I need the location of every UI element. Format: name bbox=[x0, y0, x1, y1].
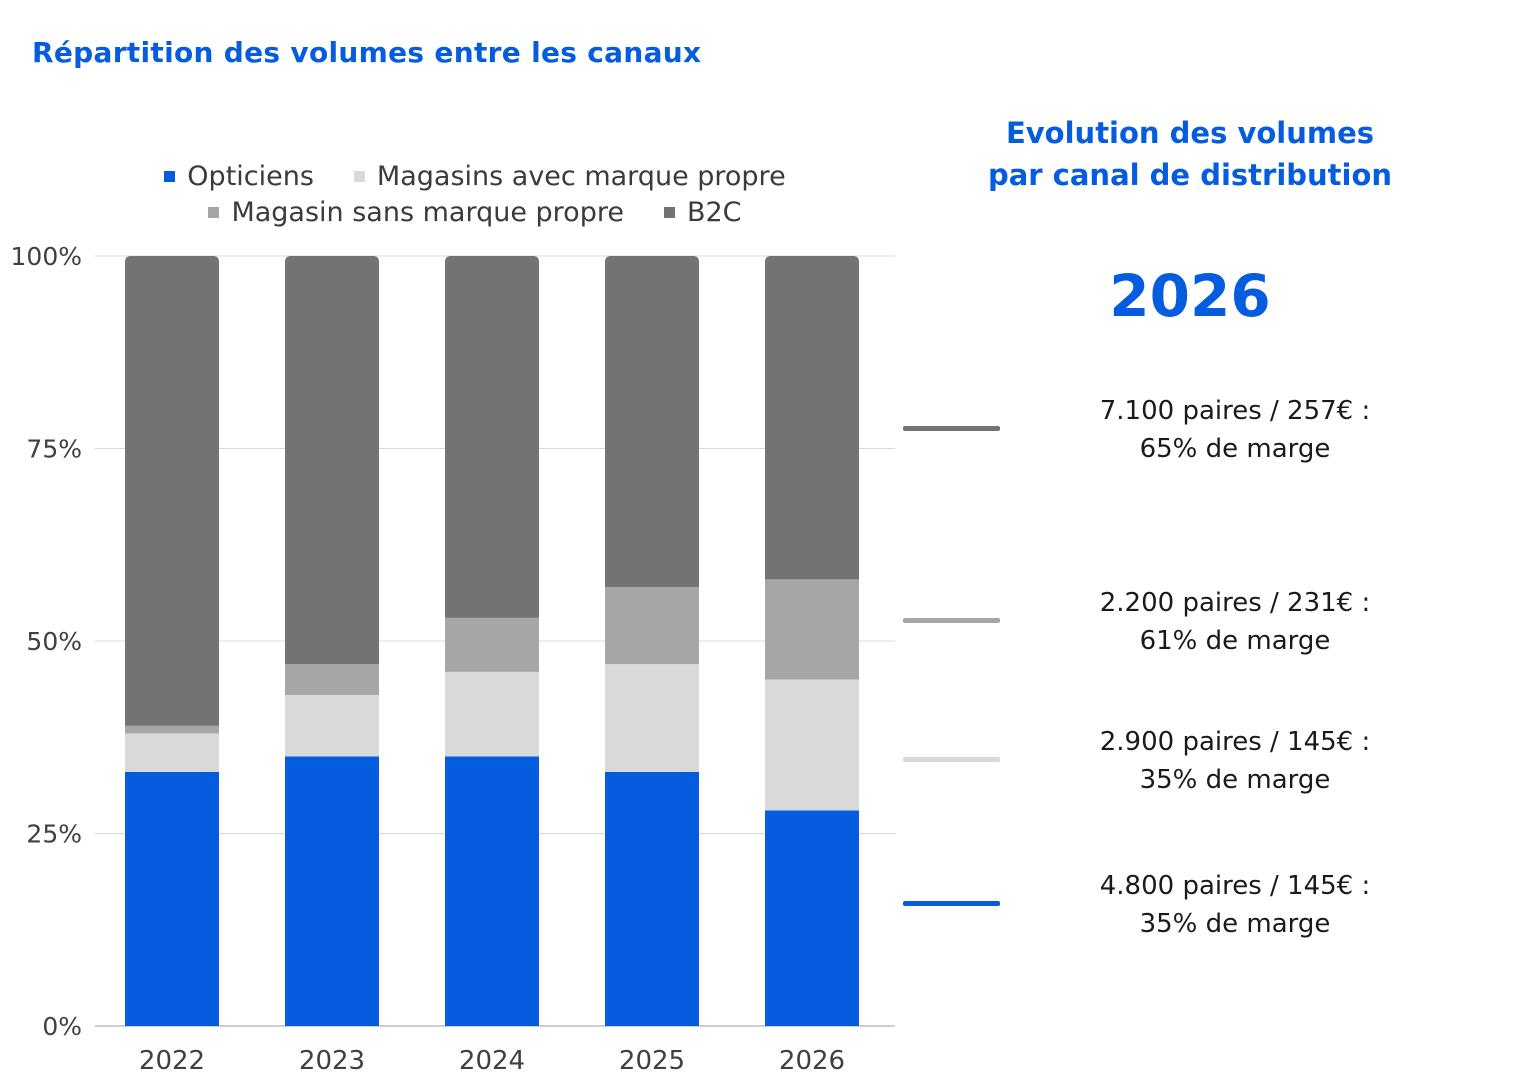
summary-magasin-sans-marque-line2: 61% de marge bbox=[1139, 626, 1331, 656]
bar-segment bbox=[285, 694, 379, 757]
bar-segment bbox=[125, 256, 219, 726]
legend-label-magasins-avec-marque: Magasins avec marque propre bbox=[376, 160, 786, 192]
summary-magasins-avec-marque-line2: 35% de marge bbox=[1139, 765, 1331, 795]
chart-legend: Opticiens Magasins avec marque propre Ma… bbox=[0, 158, 950, 230]
stacked-bar-chart: 0% 25% 50% 75% 100% 2022 2023 2024 2025 2026 bbox=[11, 242, 895, 1076]
summary-opticiens-line2: 35% de marge bbox=[1139, 909, 1331, 939]
legend-label-b2c: B2C bbox=[686, 196, 742, 228]
side-panel-title: Evolution des volumes par canal de distr… bbox=[940, 112, 1440, 196]
x-tick-label: 2026 bbox=[779, 1046, 845, 1076]
legend-label-opticiens: Opticiens bbox=[187, 160, 314, 192]
side-panel-title-line2: par canal de distribution bbox=[987, 158, 1393, 192]
bar-segment bbox=[285, 256, 379, 665]
legend-label-magasin-sans-marque: Magasin sans marque propre bbox=[231, 196, 624, 228]
page-title: Répartition des volumes entre les canaux bbox=[32, 36, 702, 69]
bar-segment bbox=[765, 256, 859, 580]
bar-segment bbox=[765, 810, 859, 1026]
y-tick-label: 50% bbox=[26, 627, 82, 656]
bar-segment bbox=[445, 617, 539, 672]
x-tick-label: 2023 bbox=[299, 1046, 365, 1076]
bar-segment bbox=[605, 587, 699, 665]
bar-segment bbox=[285, 756, 379, 1026]
summary-line-magasin-sans-marque bbox=[903, 618, 1000, 623]
summary-b2c-line1: 7.100 paires / 257€ : bbox=[1099, 396, 1371, 426]
summary-text-magasin-sans-marque: 2.200 paires / 231€ : 61% de marge bbox=[1030, 584, 1440, 660]
bar-segment bbox=[125, 733, 219, 772]
bar-segment bbox=[605, 664, 699, 772]
y-tick-label: 100% bbox=[11, 242, 82, 271]
bar-segment bbox=[605, 771, 699, 1026]
x-tick-label: 2025 bbox=[619, 1046, 685, 1076]
legend-swatch-b2c bbox=[663, 206, 675, 218]
legend-item-magasins-avec-marque: Magasins avec marque propre bbox=[353, 160, 786, 192]
summary-magasin-sans-marque-line1: 2.200 paires / 231€ : bbox=[1099, 588, 1371, 618]
y-tick-label: 25% bbox=[26, 820, 82, 849]
summary-magasins-avec-marque-line1: 2.900 paires / 145€ : bbox=[1099, 727, 1371, 757]
x-tick-label: 2024 bbox=[459, 1046, 525, 1076]
summary-text-b2c: 7.100 paires / 257€ : 65% de marge bbox=[1030, 392, 1440, 468]
summary-line-b2c bbox=[903, 426, 1000, 431]
y-tick-label: 75% bbox=[26, 435, 82, 464]
y-tick-label: 0% bbox=[42, 1012, 82, 1041]
legend-swatch-opticiens bbox=[164, 170, 176, 182]
bar-segment bbox=[125, 725, 219, 734]
summary-b2c-line2: 65% de marge bbox=[1139, 434, 1331, 464]
side-panel-title-line1: Evolution des volumes bbox=[1005, 116, 1375, 150]
side-panel-year: 2026 bbox=[1109, 262, 1271, 330]
bar-segment bbox=[445, 671, 539, 757]
x-tick-label: 2022 bbox=[139, 1046, 205, 1076]
legend-swatch-magasins-avec-marque bbox=[353, 170, 365, 182]
bar-segment bbox=[125, 771, 219, 1026]
legend-item-magasin-sans-marque: Magasin sans marque propre bbox=[208, 197, 624, 228]
bar-segment bbox=[285, 664, 379, 695]
summary-text-opticiens: 4.800 paires / 145€ : 35% de marge bbox=[1030, 867, 1440, 943]
bar-segment bbox=[765, 579, 859, 680]
summary-opticiens-line1: 4.800 paires / 145€ : bbox=[1099, 871, 1371, 901]
summary-text-magasins-avec-marque: 2.900 paires / 145€ : 35% de marge bbox=[1030, 723, 1440, 799]
summary-line-magasins-avec-marque bbox=[903, 757, 1000, 762]
legend-item-opticiens: Opticiens bbox=[164, 161, 314, 192]
legend-swatch-magasin-sans-marque bbox=[208, 206, 220, 218]
summary-line-opticiens bbox=[903, 901, 1000, 906]
bar-segment bbox=[765, 679, 859, 811]
bar-segment bbox=[605, 256, 699, 588]
legend-item-b2c: B2C bbox=[663, 196, 742, 228]
bar-segment bbox=[445, 756, 539, 1026]
bar-segment bbox=[445, 256, 539, 618]
